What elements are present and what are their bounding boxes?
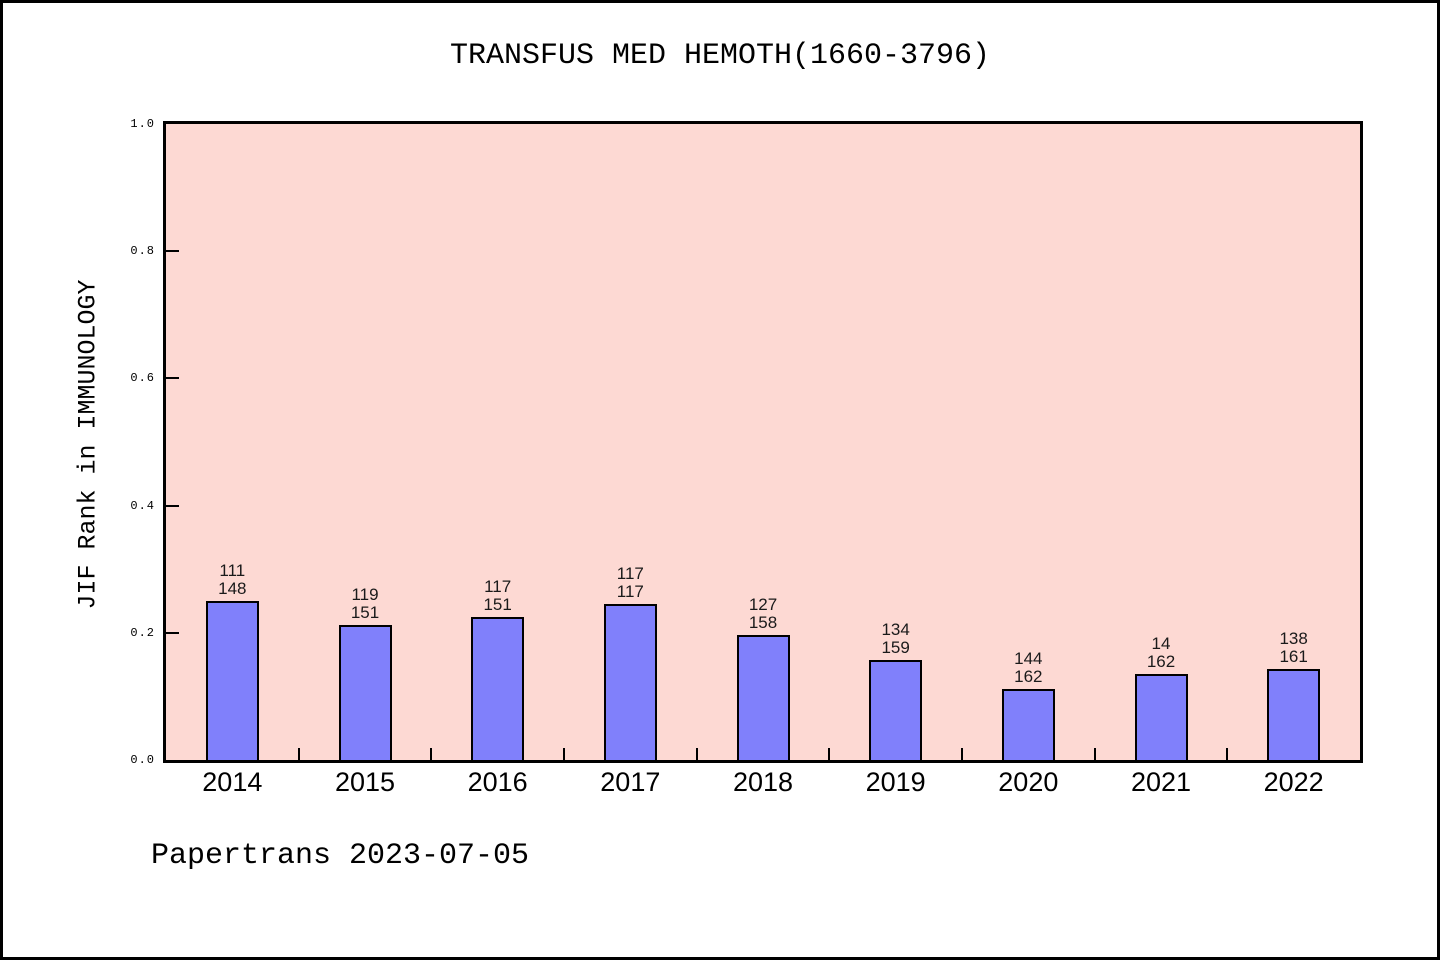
x-category-label: 2021	[1130, 767, 1192, 797]
y-tick-label: 0.8	[130, 244, 155, 259]
bar-2022	[1267, 669, 1321, 760]
y-tick-label: 1.0	[130, 117, 155, 131]
bar-value-label: 127 158	[748, 595, 778, 632]
x-category-label: 2016	[467, 767, 528, 797]
x-tick-mark	[828, 748, 831, 760]
x-category-label: 2019	[865, 767, 926, 797]
bar-value-label: 117 151	[483, 577, 512, 614]
footer-watermark: Papertrans 2023-07-05	[151, 839, 530, 873]
y-tick-label: 0.0	[130, 753, 155, 767]
bar-2015	[338, 625, 392, 760]
bar-2016	[471, 617, 525, 760]
x-tick-mark	[695, 748, 698, 760]
y-tick-mark	[166, 377, 179, 380]
bar-2019	[869, 660, 923, 760]
bar-value-label: 138 161	[1279, 629, 1308, 666]
y-tick-label: 0.6	[130, 371, 155, 386]
bar-value-label: 111 148	[218, 561, 247, 598]
x-category-label: 2020	[998, 767, 1059, 797]
y-tick-mark	[166, 250, 179, 253]
y-tick-mark	[166, 631, 179, 634]
y-axis-title: JIF Rank in IMMUNOLOGY	[73, 279, 103, 610]
bar-2020	[1001, 689, 1055, 760]
x-category-label: 2014	[202, 767, 263, 797]
x-category-label: 2015	[334, 767, 396, 797]
x-tick-mark	[297, 748, 300, 760]
x-tick-mark	[1093, 748, 1096, 760]
bar-value-label: 14 162	[1146, 634, 1176, 671]
bar-value-label: 134 159	[881, 620, 910, 657]
y-tick-mark	[166, 504, 179, 507]
bar-value-label: 144 162	[1014, 649, 1043, 686]
x-category-label: 2017	[600, 767, 661, 797]
x-tick-mark	[430, 748, 433, 760]
bar-value-label: 119 151	[350, 585, 380, 622]
x-tick-mark	[961, 748, 963, 760]
bar-2014	[205, 601, 259, 760]
y-tick-label: 0.4	[130, 498, 155, 513]
y-tick-label: 0.2	[130, 625, 155, 640]
bar-2018	[736, 635, 790, 760]
x-tick-mark	[563, 748, 565, 760]
x-category-label: 2022	[1263, 767, 1324, 797]
bar-2017	[603, 604, 657, 760]
x-tick-mark	[1226, 748, 1229, 760]
plot-area: 111 148 119 151 117 151 117 117 127 158 134 1…	[163, 121, 1363, 763]
x-category-label: 2018	[732, 767, 794, 797]
bar-2021	[1134, 674, 1188, 760]
bar-value-label: 117 117	[616, 564, 644, 601]
chart-title: TRANSFUS MED HEMOTH(1660-3796)	[449, 39, 991, 73]
